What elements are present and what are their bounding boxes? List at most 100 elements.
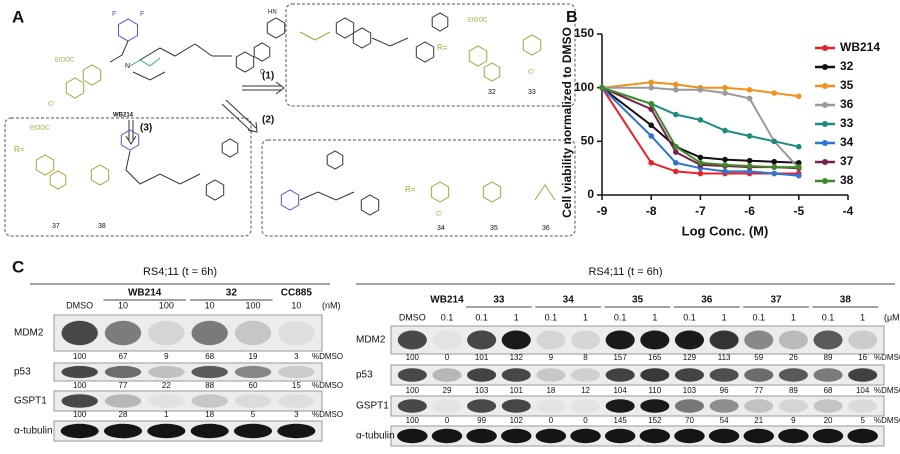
route-label: (3)	[140, 123, 152, 134]
band	[813, 330, 843, 350]
ring	[35, 154, 55, 176]
band	[148, 394, 185, 408]
group-label: 32	[226, 288, 238, 299]
lane-label: 0.1	[822, 312, 835, 322]
group-label: 35	[632, 295, 644, 306]
legend-label: 34	[840, 135, 854, 149]
blot-strip	[53, 390, 323, 412]
band	[813, 368, 843, 382]
bond	[125, 150, 201, 185]
band-value: 54	[720, 416, 729, 425]
group-label: 33	[493, 295, 505, 306]
ring	[90, 164, 110, 186]
band-value: 12	[581, 386, 590, 395]
band-value: 100	[406, 386, 420, 395]
band-value: 104	[856, 386, 870, 395]
bond	[247, 121, 258, 133]
compound-label: 36	[542, 225, 550, 232]
band	[467, 368, 497, 382]
legend-label: 38	[840, 173, 854, 187]
bond	[275, 81, 285, 95]
ring	[235, 51, 255, 73]
data-point	[746, 163, 753, 169]
value-suffix: %DMSO	[312, 410, 343, 419]
lane-label: 0.1	[614, 312, 627, 322]
data-point	[648, 84, 654, 91]
band-value: 59	[754, 353, 763, 362]
label: Cl	[436, 212, 442, 218]
band-value: 8	[583, 353, 588, 362]
label: R=	[437, 43, 448, 52]
band-value: 19	[249, 352, 258, 361]
compound-label: 33	[528, 89, 536, 96]
band	[104, 394, 142, 408]
legend-marker	[822, 102, 828, 108]
ring	[430, 181, 450, 203]
band-value: 9	[549, 353, 554, 362]
panel-label: A	[12, 7, 24, 26]
band	[278, 394, 315, 408]
lane-label: 100	[159, 300, 174, 310]
blot-strip	[390, 425, 885, 447]
label: R=	[14, 145, 25, 154]
row-label: p53	[14, 367, 31, 378]
data-point	[722, 162, 728, 168]
band-value: 88	[205, 381, 214, 390]
data-point	[771, 164, 777, 170]
blot-strip	[390, 395, 885, 417]
loading-band	[743, 428, 774, 444]
band-value: 89	[824, 353, 833, 362]
group-label: 36	[701, 295, 713, 306]
data-point	[673, 87, 679, 93]
band-value: 145	[613, 416, 627, 425]
band-value: 101	[475, 353, 489, 362]
scheme-box	[261, 139, 576, 237]
bond	[129, 57, 161, 67]
blot-strip	[390, 325, 885, 355]
band-value: 29	[443, 386, 452, 395]
band	[104, 320, 142, 346]
value-suffix: %DMSO	[874, 416, 900, 425]
panel-label: B	[566, 9, 578, 26]
band-value: 100	[406, 353, 420, 362]
band	[234, 320, 272, 346]
band	[778, 368, 808, 382]
lane-label: 10	[205, 300, 215, 310]
blot-title: RS4;11 (t = 6h)	[143, 266, 217, 278]
value-suffix: %DMSO	[312, 352, 343, 361]
ring	[253, 42, 271, 62]
legend-label: 36	[840, 97, 854, 111]
band-value: 0	[445, 416, 450, 425]
bond	[125, 135, 137, 145]
data-point	[673, 81, 679, 88]
ring	[205, 179, 225, 201]
band-value: 100	[406, 416, 420, 425]
data-point	[697, 117, 704, 123]
band-value: 104	[613, 386, 627, 395]
band-value: 0	[583, 416, 588, 425]
band	[234, 365, 272, 379]
loading-band	[570, 428, 601, 444]
x-tick-label: -8	[646, 204, 657, 218]
band	[674, 399, 705, 413]
ring	[65, 77, 85, 99]
ring	[415, 41, 435, 63]
legend-label: 33	[840, 116, 854, 130]
legend-label: 37	[840, 154, 854, 168]
compound-label: 32	[488, 89, 496, 96]
loading-band	[147, 423, 186, 439]
data-point	[648, 133, 654, 139]
band-value: 5	[251, 410, 256, 419]
band	[813, 399, 843, 413]
data-point	[771, 90, 777, 96]
row-label: α-tubulin	[356, 431, 395, 442]
band	[148, 320, 185, 346]
band-value: 129	[683, 353, 697, 362]
band	[744, 399, 774, 413]
band-value: 21	[754, 416, 763, 425]
band	[848, 399, 878, 413]
y-tick-label: 50	[581, 134, 595, 148]
loading-band	[466, 428, 497, 444]
